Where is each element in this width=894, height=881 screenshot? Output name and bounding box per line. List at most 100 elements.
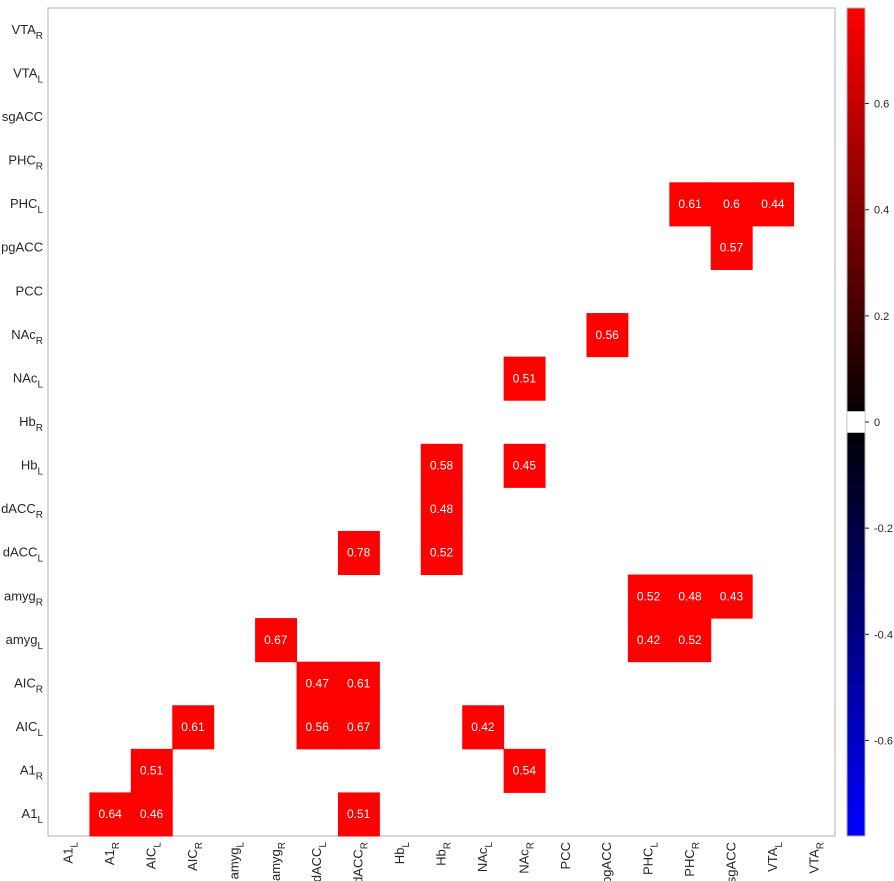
x-tick-label: NAcR	[516, 842, 536, 874]
y-tick-label: NAcR	[11, 327, 43, 347]
heatmap-cell	[420, 443, 463, 488]
heatmap-cell	[462, 705, 505, 750]
y-tick-label: A1R	[20, 763, 43, 783]
cell-value-label: 0.58	[430, 459, 454, 473]
cell-value-label: 0.78	[347, 546, 371, 560]
heatmap-cell	[337, 705, 380, 750]
cell-value-label: 0.61	[181, 720, 205, 734]
heatmap-cell	[503, 443, 546, 488]
cell-value-label: 0.44	[761, 197, 785, 211]
cell-value-label: 0.61	[678, 197, 702, 211]
y-tick-label: NAcL	[13, 370, 44, 390]
x-tick-label: PHCR	[682, 842, 702, 877]
heatmap-cell	[337, 530, 380, 576]
y-tick-label: amygR	[4, 588, 43, 608]
cell-value-label: 0.67	[264, 633, 288, 647]
y-tick-label: PHCL	[10, 196, 43, 216]
cells-layer: 0.61 0.6 0.44 0.57 0.56 0.51 0.58 0.45 0.48 0.78 0…	[89, 182, 795, 837]
cell-value-label: 0.42	[471, 720, 495, 734]
cell-value-label: 0.51	[513, 371, 537, 385]
heatmap-cell	[710, 574, 753, 619]
y-tick-label: sgACC	[2, 109, 43, 124]
heatmap-cell	[627, 574, 670, 619]
heatmap-cell	[710, 182, 753, 227]
x-tick-label: HbL	[392, 842, 412, 865]
x-tick-label: amygR	[268, 842, 288, 881]
cell-value-label: 0.48	[430, 502, 454, 516]
y-tick-label: HbL	[21, 458, 44, 478]
x-tick-label: A1R	[102, 842, 122, 865]
y-tick-label: PHCR	[8, 153, 43, 173]
x-tick-label: NAcL	[475, 842, 495, 873]
plot-area	[47, 7, 836, 837]
y-tick-label: dACCR	[1, 501, 43, 521]
cell-value-label: 0.56	[596, 328, 620, 342]
cell-value-label: 0.61	[347, 676, 371, 690]
x-tick-labels: A1L A1R AICL AICR amygL amygR dACCL dACCR HbL HbR…	[61, 842, 827, 881]
x-tick-label: amygL	[226, 842, 246, 880]
heatmap-cell	[669, 574, 712, 619]
cell-value-label: 0.6	[723, 197, 740, 211]
heatmap-cell	[255, 618, 298, 663]
colorbar-tick-label: -0.2	[874, 523, 893, 535]
cell-value-label: 0.45	[513, 459, 537, 473]
cell-value-label: 0.51	[347, 807, 371, 821]
cell-value-label: 0.42	[637, 633, 661, 647]
cell-value-label: 0.67	[347, 720, 371, 734]
heatmap-cell	[669, 182, 712, 227]
y-tick-label: VTAL	[13, 65, 43, 85]
y-tick-label: AICR	[14, 675, 43, 695]
x-tick-label: AICR	[185, 842, 205, 871]
colorbar-tick-label: 0.4	[874, 205, 889, 217]
heatmap-cell	[503, 356, 546, 401]
heatmap-cell	[89, 792, 132, 837]
cell-value-label: 0.46	[140, 807, 164, 821]
heatmap-cell	[172, 705, 215, 750]
cell-value-label: 0.52	[637, 589, 661, 603]
y-tick-label: PCC	[16, 283, 43, 298]
x-tick-label: PCC	[558, 842, 573, 869]
heatmap-cell	[130, 748, 173, 793]
colorbar-tick-label: 0.2	[874, 311, 889, 323]
y-tick-label: pgACC	[1, 240, 43, 255]
cell-value-label: 0.43	[720, 589, 744, 603]
cell-value-label: 0.48	[678, 589, 702, 603]
heatmap-cell	[296, 705, 339, 750]
y-tick-labels: VTAR VTAL sgACC PHCR PHCL pgACC PCC NAcR NAcL HbR…	[1, 22, 43, 826]
colorbar-tick-label: -0.4	[874, 629, 893, 641]
cell-value-label: 0.56	[306, 720, 330, 734]
heatmap-cell	[420, 530, 463, 576]
heatmap-cell	[752, 182, 795, 227]
x-tick-label: VTAR	[806, 842, 826, 874]
heatmap-cell	[337, 792, 380, 837]
y-tick-label: A1L	[22, 806, 44, 826]
cell-value-label: 0.54	[513, 764, 537, 778]
heatmap-cell	[586, 313, 629, 358]
heatmap-cell	[710, 225, 753, 270]
cell-value-label: 0.64	[98, 807, 122, 821]
x-tick-label: PHCL	[641, 842, 661, 875]
colorbar-masked-band	[846, 411, 866, 433]
x-tick-label: dACCR	[351, 842, 371, 881]
cell-value-label: 0.52	[678, 633, 702, 647]
y-tick-label: dACCL	[3, 545, 44, 565]
y-tick-label: HbR	[19, 414, 43, 434]
x-tick-label: AICL	[144, 842, 164, 870]
cell-value-label: 0.51	[140, 764, 164, 778]
y-tick-label: AICL	[16, 719, 44, 739]
x-tick-label: A1L	[61, 842, 81, 864]
heatmap-cell	[669, 618, 712, 663]
x-tick-label: dACCL	[309, 842, 329, 881]
colorbar-tick-label: -0.6	[874, 735, 893, 747]
heatmap-cell	[627, 618, 670, 663]
cell-value-label: 0.57	[720, 241, 744, 255]
x-tick-label: pgACC	[599, 842, 614, 881]
heatmap-cell	[337, 661, 380, 706]
y-tick-label: amygL	[6, 632, 44, 652]
colorbar-tick-label: 0	[874, 417, 880, 429]
heatmap-cell	[130, 792, 173, 837]
x-tick-label: VTAL	[765, 842, 785, 872]
heatmap-cell	[503, 748, 546, 793]
heatmap-cell	[296, 661, 339, 706]
